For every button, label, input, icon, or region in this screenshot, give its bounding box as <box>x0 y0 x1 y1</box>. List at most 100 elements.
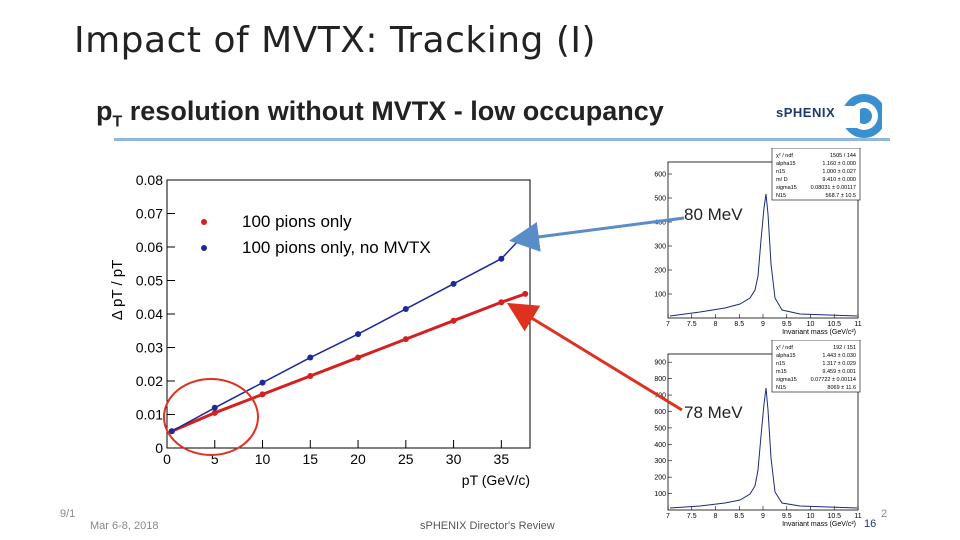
stats-value: 8069 ± 11.6 <box>827 385 856 391</box>
series-line <box>171 233 526 432</box>
legend-label-blue: 100 pions only, no MVTX <box>242 238 431 257</box>
stats-key: m/ D <box>776 177 788 183</box>
heading-p: p <box>96 96 113 126</box>
stats-key: n15 <box>776 169 785 175</box>
legend-marker-blue <box>201 245 207 251</box>
inset-xtick-label: 9 <box>761 321 765 328</box>
stats-key: sigma15 <box>776 377 797 383</box>
inset-ytick-label: 800 <box>654 376 666 383</box>
series-point <box>168 428 175 435</box>
low-pt-highlight-ellipse <box>163 378 259 456</box>
inset-xtick-label: 9 <box>761 513 765 520</box>
series-point <box>450 280 457 287</box>
inset-xtick-label: 10 <box>807 321 815 328</box>
footer-page-partial: 2 <box>881 508 888 520</box>
series-point <box>307 372 314 379</box>
inset-xtick-label: 7.5 <box>687 321 697 328</box>
main-ytick-label: 0 <box>155 440 163 456</box>
stats-key: alpha15 <box>776 353 796 359</box>
inset-bottom-xlabel: Invariant mass (GeV/c²) <box>782 521 856 528</box>
inset-histogram-bottom: χ² / ndf 192 / 151 alpha15 1.443 ± 0.030 n15… <box>640 339 862 530</box>
footer-date-partial: 9/1 <box>60 508 76 520</box>
stats-key: N15 <box>776 193 786 199</box>
main-ytick-label: 0.02 <box>136 373 163 389</box>
stats-key: χ² / ndf <box>776 153 793 159</box>
series-line <box>171 292 526 433</box>
main-ytick-label: 0.06 <box>136 239 163 255</box>
inset-xtick-label: 7 <box>666 321 670 328</box>
inset-xtick-label: 9.5 <box>782 321 792 328</box>
inset-xtick-label: 8.5 <box>734 321 744 328</box>
main-ytick-label: 0.04 <box>136 306 163 322</box>
inset-ytick-label: 700 <box>654 393 666 400</box>
inset-xtick-label: 8 <box>714 513 718 520</box>
inset-bottom-peak <box>669 387 858 509</box>
stats-value: 1.443 ± 0.030 <box>822 353 856 359</box>
inset-xtick-label: 11 <box>854 321 861 328</box>
inset-bottom-svg: χ² / ndf 192 / 151 alpha15 1.443 ± 0.030 n15… <box>654 339 862 528</box>
main-xtick-label: 0 <box>163 451 171 467</box>
main-ytick-label: 0.07 <box>136 206 163 222</box>
inset-histogram-top: χ² / ndf 1505 / 144 alpha15 1.160 ± 0.000 n1… <box>640 147 862 338</box>
series-point <box>307 354 314 361</box>
main-ytick-label: 0.03 <box>136 340 163 356</box>
series-point <box>498 299 505 306</box>
series-point <box>211 409 218 416</box>
inset-xtick-label: 10.5 <box>827 513 841 520</box>
stats-key: χ² / ndf <box>776 345 793 351</box>
stats-value: 1.317 ± 0.029 <box>822 361 856 367</box>
footer-date: Mar 6-8, 2018 <box>90 520 159 532</box>
inset-ytick-label: 400 <box>654 442 666 449</box>
stats-key: n15 <box>776 361 785 367</box>
inset-xtick-label: 8.5 <box>734 513 744 520</box>
inset-xtick-label: 9.5 <box>782 513 792 520</box>
stats-value: 1.160 ± 0.000 <box>822 161 856 167</box>
series-point <box>211 404 218 411</box>
series-point <box>259 379 266 386</box>
inset-xtick-label: 8 <box>714 321 718 328</box>
stats-value: 0.08031 ± 0.00117 <box>811 185 856 191</box>
stats-value: 9.410 ± 0.000 <box>822 177 856 183</box>
stats-value: 568.7 ± 10.5 <box>825 193 856 199</box>
stats-value: 9.459 ± 0.001 <box>822 369 856 375</box>
series-point <box>522 230 529 237</box>
series-point <box>522 290 529 297</box>
sphenix-logo <box>772 94 882 138</box>
inset-ytick-label: 300 <box>654 458 666 465</box>
series-point <box>498 255 505 262</box>
inset-xtick-label: 10 <box>807 513 815 520</box>
stats-key: N15 <box>776 385 786 391</box>
inset-top-xlabel: Invariant mass (GeV/c²) <box>782 329 856 336</box>
stats-value: 0.07722 ± 0.00114 <box>811 377 856 383</box>
inset-xtick-label: 11 <box>854 513 861 520</box>
inset-ytick-label: 900 <box>654 360 666 367</box>
heading-rule <box>114 138 890 141</box>
main-xtick-label: 35 <box>494 451 510 467</box>
inset-bottom-annotation: 78 MeV <box>684 403 743 422</box>
legend-label-red: 100 pions only <box>242 212 352 231</box>
footer-center: sPHENIX Director's Review <box>420 520 555 532</box>
main-resolution-plot: 0 0.01 0.02 0.03 0.04 0.05 0.06 0.07 0.08 0 5 10 15… <box>109 172 531 488</box>
inset-top-svg: χ² / ndf 1505 / 144 alpha15 1.160 ± 0.000 n1… <box>654 147 862 336</box>
inset-ytick-label: 100 <box>654 491 666 498</box>
main-xtick-label: 20 <box>350 451 366 467</box>
series-point <box>355 354 362 361</box>
series-point <box>402 336 409 343</box>
stats-key: m15 <box>776 369 787 375</box>
stats-value: 192 / 151 <box>833 345 856 351</box>
main-ytick-label: 0.05 <box>136 273 163 289</box>
heading-rest: resolution without MVTX - low occupancy <box>122 96 664 126</box>
inset-ytick-label: 100 <box>654 292 666 299</box>
series-point <box>402 305 409 312</box>
inset-ytick-label: 400 <box>654 220 666 227</box>
main-ytick-label: 0.08 <box>136 172 163 188</box>
series-point <box>259 391 266 398</box>
inset-ytick-label: 500 <box>654 196 666 203</box>
inset-top-annotation: 80 MeV <box>684 205 743 224</box>
inset-ytick-label: 600 <box>654 172 666 179</box>
inset-xtick-label: 10.5 <box>827 321 841 328</box>
main-xtick-label: 5 <box>211 451 219 467</box>
main-ylabel: Δ pT / pT <box>109 260 126 321</box>
footer-page: 16 <box>864 518 877 530</box>
main-ytick-label: 0.01 <box>136 407 163 423</box>
